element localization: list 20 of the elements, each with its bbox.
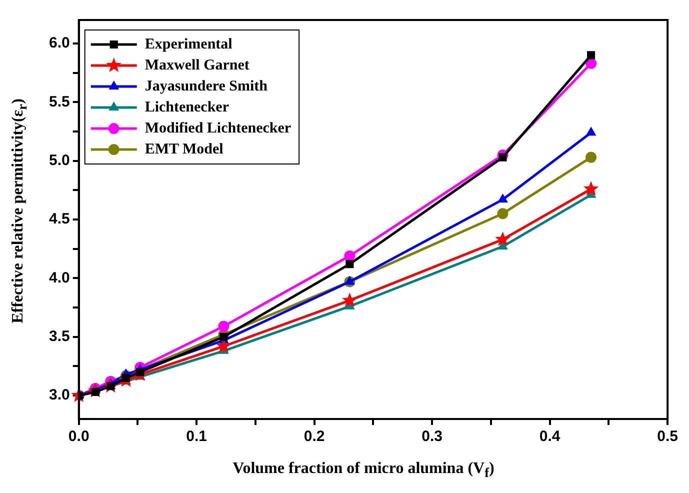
y-tick-label: 4.0 <box>48 269 70 286</box>
legend-label: EMT Model <box>144 141 224 158</box>
x-axis-title: Volume fraction of micro alumina (V$_{f}$) <box>232 460 496 481</box>
x-tick-label: 0.3 <box>422 428 443 446</box>
x-tick-label: 0.1 <box>186 428 208 446</box>
x-tick-label: 0.2 <box>304 428 325 446</box>
x-tick-label: 0.4 <box>539 428 561 446</box>
y-tick-label: 3.0 <box>48 386 70 404</box>
y-tick-label: 5.5 <box>48 93 70 110</box>
y-tick-label: 4.5 <box>48 210 70 228</box>
legend-label: Jayasundere Smith <box>144 78 268 94</box>
y-tick-label: 6.0 <box>48 34 70 52</box>
y-tick-label: 3.5 <box>48 328 70 345</box>
legend-label: Maxwell Garnet <box>144 57 250 74</box>
y-tick-label: 5.0 <box>48 152 70 169</box>
x-tick-label: 0.5 <box>657 428 678 446</box>
legend-label: Modified Lichtenecker <box>144 120 292 136</box>
legend-label: Experimental <box>144 36 232 52</box>
legend-label: Lichtenecker <box>144 99 230 116</box>
x-tick-label: 0.0 <box>68 428 90 446</box>
